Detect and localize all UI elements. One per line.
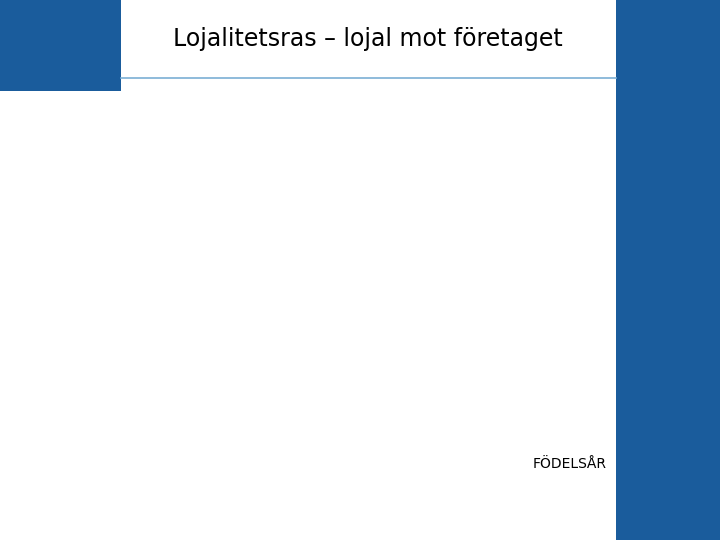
Text: Lojalitetsras – lojal mot företaget: Lojalitetsras – lojal mot företaget bbox=[174, 27, 563, 51]
Text: FÖDELSÅR: FÖDELSÅR bbox=[533, 457, 607, 471]
